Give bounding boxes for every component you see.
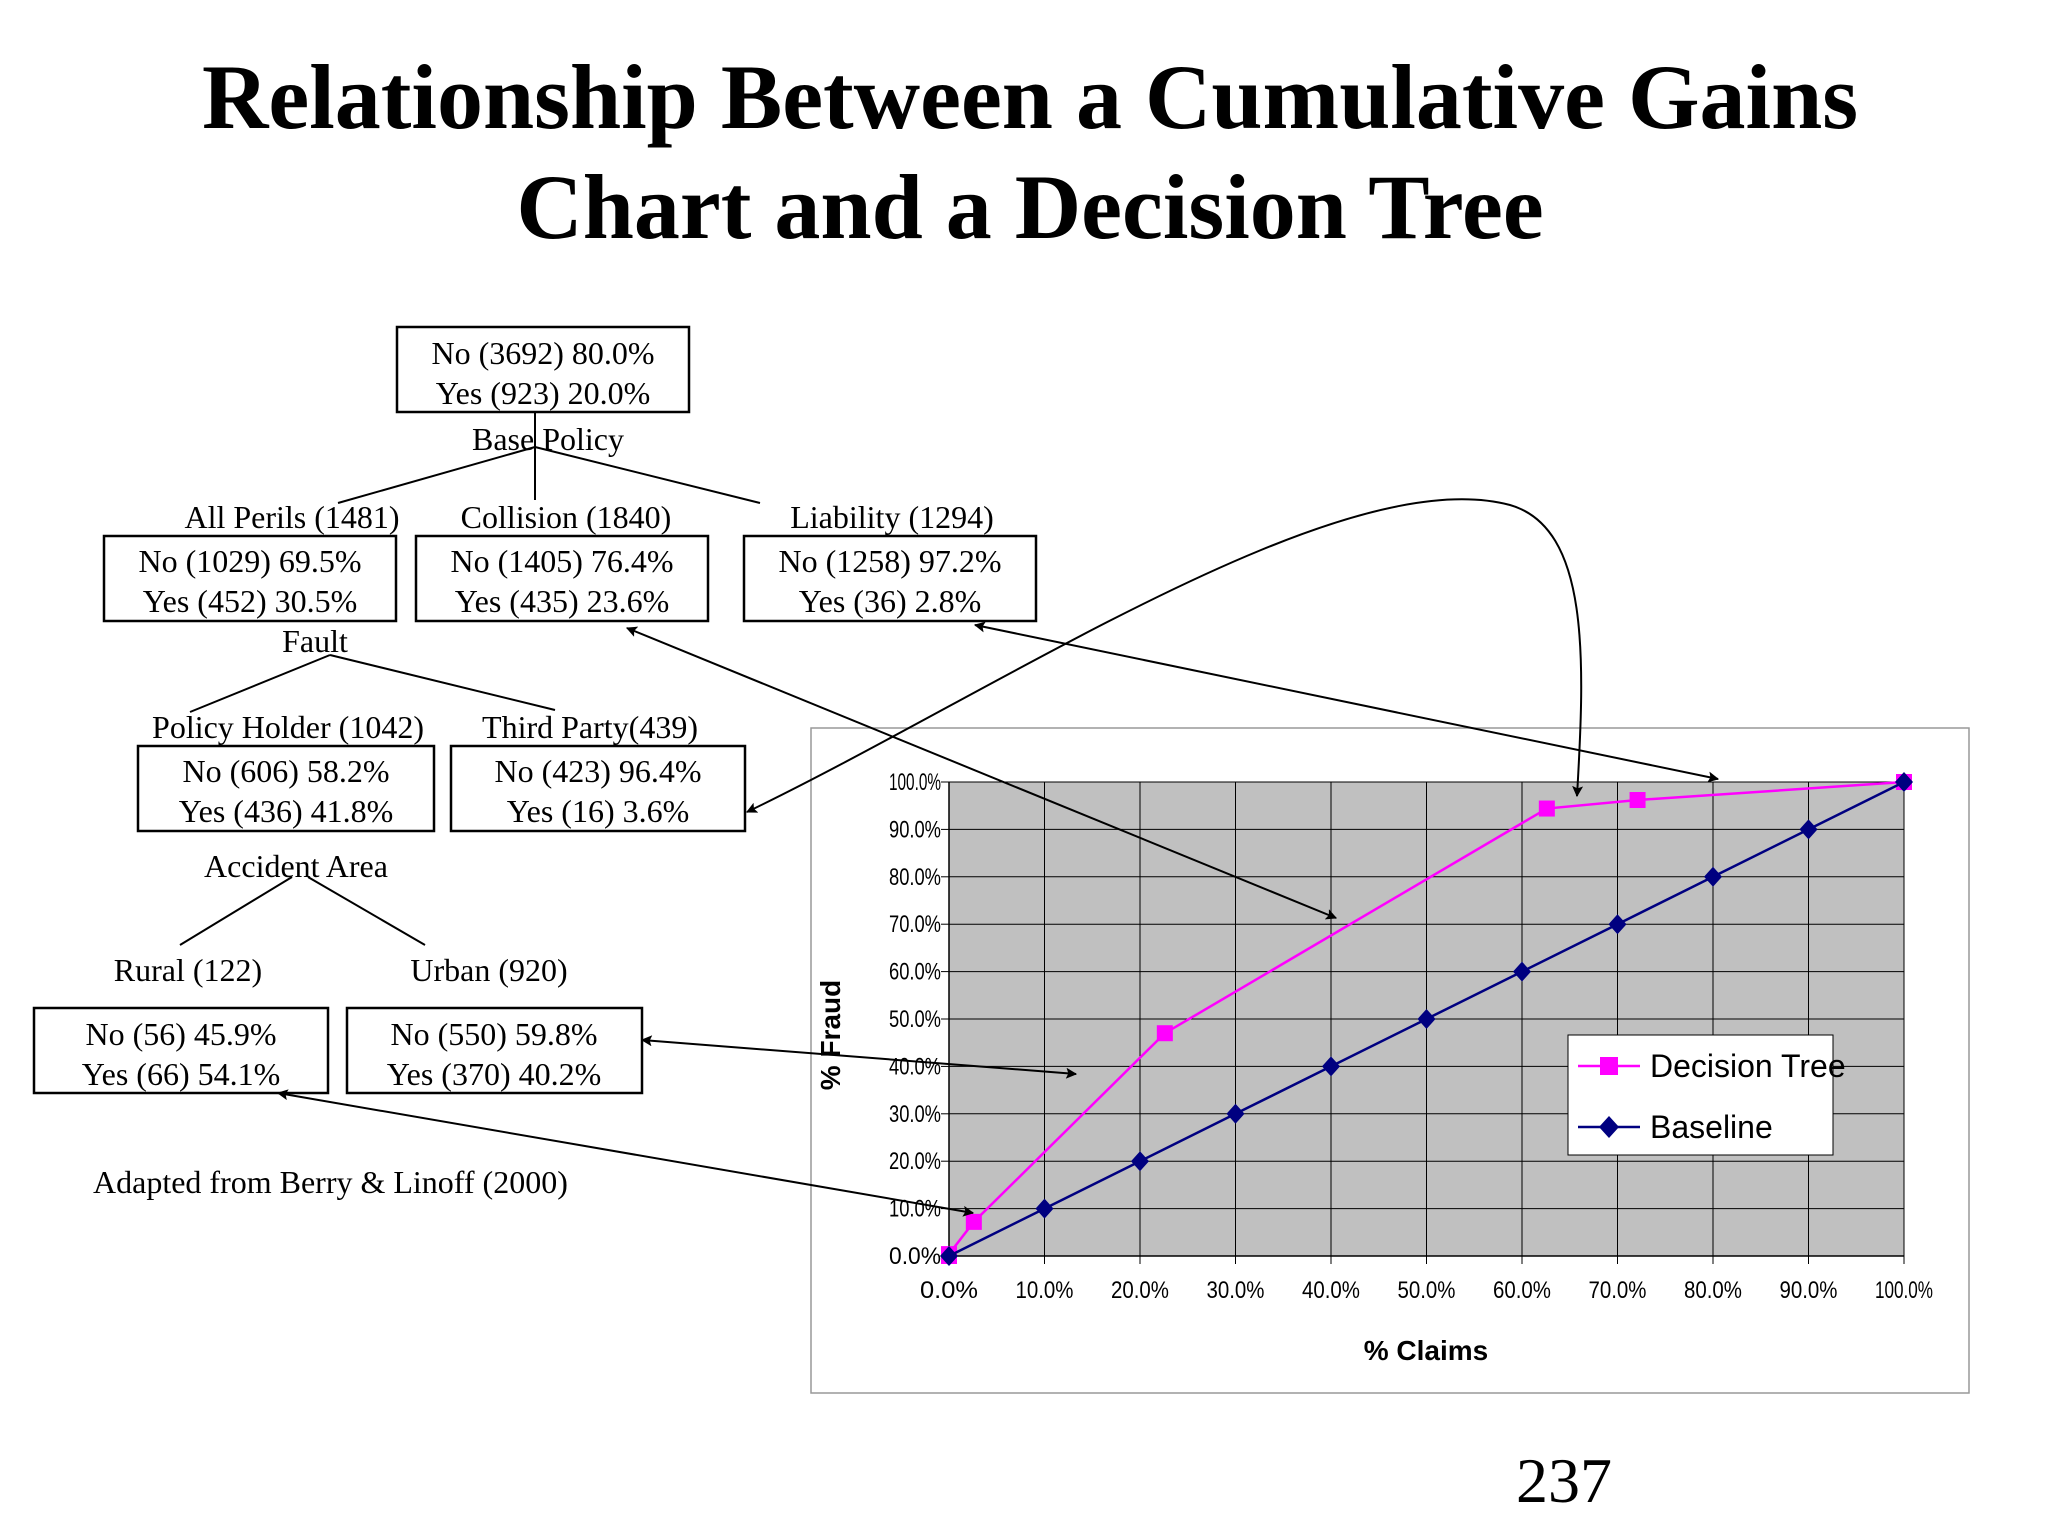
- arrow-liability: [973, 621, 1720, 783]
- collision-no: No (1405) 76.4%: [450, 543, 673, 579]
- branch-urban: [307, 876, 426, 946]
- x-tick-label: 50.0%: [1398, 1277, 1456, 1304]
- branch-third-party: [329, 654, 556, 711]
- all-perils-split-label: Fault: [282, 623, 348, 659]
- arrow-rural: [276, 1089, 975, 1217]
- tree-node-rural: No (56) 45.9% Yes (66) 54.1%: [32, 1006, 330, 1095]
- root-yes: Yes (923) 20.0%: [436, 375, 651, 411]
- root-no: No (3692) 80.0%: [431, 335, 654, 371]
- y-tick-label: 80.0%: [889, 864, 941, 891]
- liability-no: No (1258) 97.2%: [778, 543, 1001, 579]
- all-perils-label: All Perils (1481): [184, 499, 399, 535]
- arrow-urban: [640, 1035, 1078, 1079]
- y-tick-label: 60.0%: [889, 959, 941, 986]
- x-tick-label: 60.0%: [1493, 1277, 1551, 1304]
- collision-label: Collision (1840): [461, 499, 672, 535]
- third-party-label: Third Party(439): [482, 709, 698, 745]
- x-tick-labels: 0.0% 10.0% 20.0% 30.0% 40.0% 50.0% 60.0% 70.0% 8…: [920, 1277, 1933, 1304]
- all-perils-no: No (1029) 69.5%: [138, 543, 361, 579]
- tree-node-policy-holder: No (606) 58.2% Yes (436) 41.8%: [136, 744, 436, 833]
- tree-node-liability: No (1258) 97.2% Yes (36) 2.8%: [742, 534, 1038, 623]
- title-line-2: Chart and a Decision Tree: [516, 156, 1543, 258]
- x-tick-label: 20.0%: [1111, 1277, 1169, 1304]
- arrow-third-party: [746, 498, 1584, 813]
- y-tick-label: 20.0%: [889, 1148, 941, 1175]
- data-point-baseline: [1417, 1009, 1436, 1029]
- data-point-baseline: [1513, 961, 1531, 982]
- x-axis-title: % Claims: [1364, 1335, 1489, 1366]
- annotation-arrows: [276, 498, 1720, 1217]
- root-split-label: Base Policy: [472, 421, 624, 457]
- y-tick-label: 100.0%: [889, 769, 941, 796]
- data-point-baseline: [940, 1246, 958, 1266]
- branch-all-perils: [337, 446, 536, 504]
- tree-node-all-perils: No (1029) 69.5% Yes (452) 30.5%: [102, 534, 398, 623]
- legend-label-baseline: Baseline: [1650, 1109, 1773, 1145]
- policy-holder-no: No (606) 58.2%: [182, 753, 389, 789]
- all-perils-yes: Yes (452) 30.5%: [143, 583, 358, 619]
- urban-yes: Yes (370) 40.2%: [387, 1056, 602, 1092]
- tree-node-urban: No (550) 59.8% Yes (370) 40.2%: [345, 1006, 644, 1095]
- chart-legend: Decision Tree Baseline: [1567, 1034, 1846, 1156]
- data-point-decision-tree: [1629, 792, 1646, 809]
- data-point-baseline: [1226, 1103, 1245, 1124]
- tree-node-root: No (3692) 80.0% Yes (923) 20.0%: [395, 325, 691, 414]
- data-point-baseline: [1608, 914, 1627, 935]
- attribution-text: Adapted from Berry & Linoff (2000): [93, 1164, 568, 1200]
- third-party-no: No (423) 96.4%: [494, 753, 701, 789]
- legend-marker-decision-tree: [1600, 1057, 1618, 1075]
- policy-holder-yes: Yes (436) 41.8%: [179, 793, 394, 829]
- policy-holder-split-label: Accident Area: [204, 848, 388, 884]
- rural-yes: Yes (66) 54.1%: [82, 1056, 281, 1092]
- tree-node-collision: No (1405) 76.4% Yes (435) 23.6%: [414, 534, 710, 623]
- x-tick-label: 10.0%: [1016, 1277, 1074, 1304]
- legend-label-decision-tree: Decision Tree: [1650, 1048, 1846, 1084]
- tree-connectors: [179, 412, 761, 946]
- y-axis-title: % Fraud: [815, 980, 846, 1090]
- branch-rural: [179, 876, 293, 946]
- liability-label: Liability (1294): [790, 499, 994, 535]
- x-tick-label: 90.0%: [1780, 1277, 1838, 1304]
- x-tick-label: 0.0%: [920, 1277, 978, 1304]
- data-point-decision-tree: [965, 1213, 982, 1230]
- data-point-baseline: [1704, 866, 1722, 887]
- y-tick-label: 30.0%: [889, 1101, 941, 1128]
- y-tick-label: 0.0%: [889, 1243, 941, 1270]
- x-tick-label: 40.0%: [1302, 1277, 1360, 1304]
- data-point-decision-tree: [1156, 1025, 1173, 1042]
- tree-node-third-party: No (423) 96.4% Yes (16) 3.6%: [449, 744, 747, 833]
- data-point-baseline: [1799, 819, 1818, 840]
- collision-yes: Yes (435) 23.6%: [455, 583, 670, 619]
- data-point-decision-tree: [1538, 800, 1555, 817]
- y-tick-label: 70.0%: [889, 911, 941, 938]
- data-point-baseline: [1131, 1151, 1149, 1172]
- urban-label: Urban (920): [410, 952, 567, 988]
- branch-policy-holder: [189, 654, 331, 713]
- rural-no: No (56) 45.9%: [85, 1016, 276, 1052]
- data-point-baseline: [1895, 772, 1913, 792]
- data-point-baseline: [1035, 1198, 1054, 1219]
- urban-no: No (550) 59.8%: [390, 1016, 597, 1052]
- y-tick-label: 50.0%: [889, 1006, 941, 1033]
- policy-holder-label: Policy Holder (1042): [152, 709, 424, 745]
- legend-marker-baseline: [1599, 1116, 1619, 1138]
- data-point-baseline: [1322, 1056, 1340, 1077]
- x-tick-label: 30.0%: [1207, 1277, 1265, 1304]
- x-tick-label: 70.0%: [1589, 1277, 1647, 1304]
- y-tick-label: 40.0%: [889, 1053, 941, 1080]
- branch-liability: [534, 446, 761, 504]
- rural-label: Rural (122): [114, 952, 262, 988]
- y-tick-label: 90.0%: [889, 816, 941, 843]
- legend-box: [1567, 1034, 1834, 1156]
- x-tick-label: 80.0%: [1684, 1277, 1742, 1304]
- page-number: 237: [1516, 1445, 1612, 1516]
- x-tick-label: 100.0%: [1875, 1277, 1933, 1304]
- third-party-yes: Yes (16) 3.6%: [507, 793, 690, 829]
- title-line-1: Relationship Between a Cumulative Gains: [202, 46, 1858, 148]
- liability-yes: Yes (36) 2.8%: [799, 583, 982, 619]
